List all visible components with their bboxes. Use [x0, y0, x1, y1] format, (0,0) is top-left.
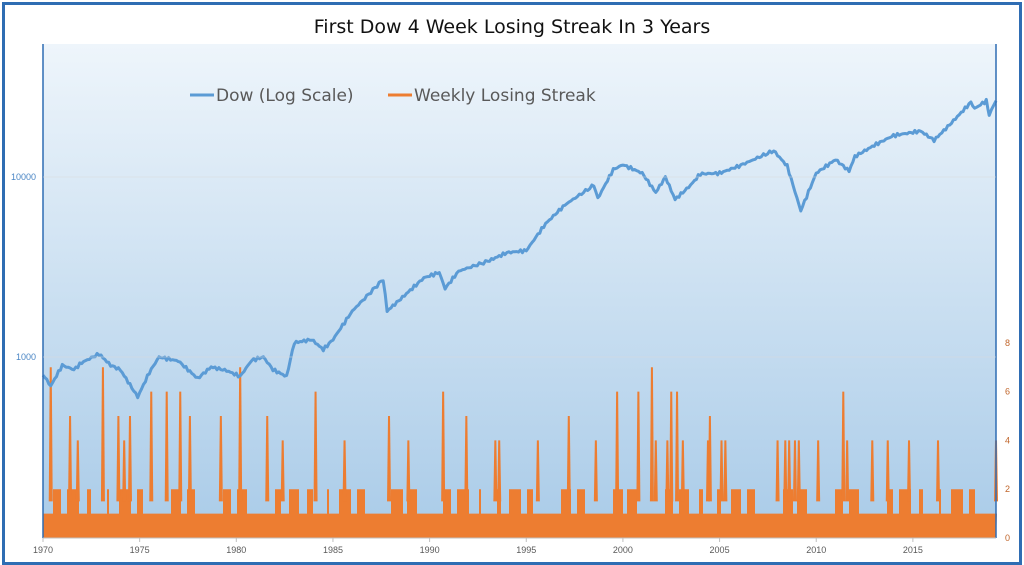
x-tick-label: 1970 — [33, 545, 53, 555]
streak-peak — [116, 416, 121, 502]
streak-area — [43, 489, 997, 538]
dow-series — [41, 97, 998, 400]
streak-peak — [787, 440, 792, 502]
dow-line — [41, 97, 998, 400]
left-tick-label: 10000 — [11, 172, 36, 182]
streak-peak — [441, 391, 446, 502]
x-tick-label: 2015 — [903, 545, 923, 555]
streak-peak — [497, 440, 502, 502]
legend-label-streak: Weekly Losing Streak — [414, 86, 596, 106]
right-tick-label: 2 — [1005, 484, 1010, 494]
streak-peak — [816, 440, 821, 502]
streak-peak — [178, 391, 183, 502]
streak-peak — [719, 440, 724, 502]
chart-title: First Dow 4 Week Losing Streak In 3 Year… — [314, 16, 711, 38]
x-tick-label: 1985 — [323, 545, 343, 555]
streak-peak — [75, 440, 80, 502]
x-tick-label: 2000 — [613, 545, 633, 555]
streak-peak — [464, 416, 469, 502]
x-tick-label: 2005 — [710, 545, 730, 555]
streak-peak — [936, 440, 941, 502]
legend: Dow (Log Scale) Weekly Losing Streak — [190, 86, 596, 106]
streak-peak — [665, 440, 670, 502]
streak-peak — [783, 440, 788, 502]
x-tick-label: 1990 — [420, 545, 440, 555]
streak-peak — [48, 367, 53, 502]
streak-peak — [649, 367, 654, 502]
streak-peak — [870, 440, 875, 502]
streak-peak — [127, 416, 132, 502]
streak-peak — [593, 440, 598, 502]
left-tick-label: 1000 — [16, 352, 36, 362]
right-tick-label: 0 — [1005, 533, 1010, 543]
streak-peak — [122, 440, 127, 502]
streak-peak — [149, 391, 154, 502]
right-tick-label: 4 — [1005, 435, 1010, 445]
streak-peak — [792, 440, 797, 502]
legend-label-dow: Dow (Log Scale) — [216, 86, 354, 106]
streak-peak — [775, 440, 780, 502]
streak-peak — [187, 416, 192, 502]
streak-peak — [796, 440, 801, 502]
streak-peak — [653, 440, 658, 502]
streak-peak — [669, 391, 674, 502]
streak-peak — [280, 440, 285, 502]
streak-peak — [907, 440, 912, 502]
streak-peak — [164, 391, 169, 502]
x-tick-label: 1975 — [130, 545, 150, 555]
streak-peak — [218, 416, 223, 502]
streak-peak — [566, 416, 571, 502]
x-tick-label: 1980 — [226, 545, 246, 555]
x-tick-label: 1995 — [516, 545, 536, 555]
streak-peak — [265, 416, 270, 502]
streak-peak — [238, 367, 243, 502]
streak-peak — [707, 416, 712, 502]
streak-peak — [680, 440, 685, 502]
streak-series — [43, 367, 998, 538]
streak-peak — [535, 440, 540, 502]
streak-peak — [845, 440, 850, 502]
right-tick-label: 6 — [1005, 387, 1010, 397]
x-tick-label: 2010 — [806, 545, 826, 555]
streak-peak — [636, 391, 641, 502]
streak-peak — [723, 440, 728, 502]
streak-peak — [342, 440, 347, 502]
streak-peak — [615, 391, 620, 502]
plot-area — [43, 44, 996, 538]
streak-peak — [841, 391, 846, 502]
streak-peak — [100, 367, 105, 502]
streak-peak — [675, 391, 680, 502]
streak-peak — [885, 440, 890, 502]
streak-peak — [406, 440, 411, 502]
streak-peak — [68, 416, 73, 502]
streak-peak — [387, 416, 392, 502]
streak-peak — [313, 391, 318, 502]
right-tick-label: 8 — [1005, 338, 1010, 348]
streak-peak — [493, 440, 498, 502]
